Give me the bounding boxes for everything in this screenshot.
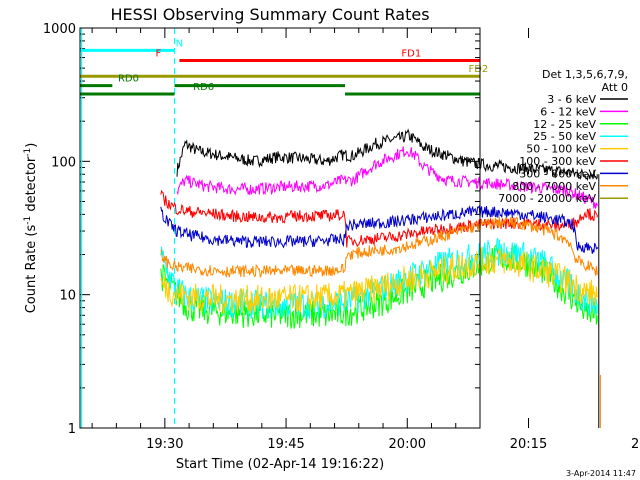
legend-label: 3 - 6 keV	[547, 93, 596, 106]
series-line	[160, 216, 598, 279]
x-tick-label: 20:00	[389, 437, 426, 452]
y-tick-label: 1000	[43, 22, 76, 37]
x-tick-label: 20:30	[631, 437, 640, 452]
series-line	[160, 247, 598, 315]
series-line	[160, 237, 598, 319]
timestamp-stamp: 3-Apr-2014 11:47	[566, 469, 636, 478]
series-line	[176, 128, 598, 181]
legend-title-line1: Det 1,3,5,6,7,9,	[542, 68, 628, 81]
x-tick-label: 20:15	[510, 437, 547, 452]
y-tick-label: 10	[59, 289, 76, 304]
y-axis-label: Count Rate (s-1 detector-1)	[23, 143, 39, 314]
y-tick-label: 100	[51, 155, 76, 170]
segment-label-rd0: RD0	[118, 74, 139, 85]
segment-label-fd1: FD1	[401, 49, 421, 60]
x-axis-label: Start Time (02-Apr-14 19:16:22)	[176, 457, 384, 472]
legend-label: 6 - 12 keV	[540, 105, 596, 118]
series-line	[176, 146, 598, 209]
chart-title: HESSI Observing Summary Count Rates	[110, 5, 429, 24]
legend-label: 7000 - 20000 keV	[498, 192, 596, 205]
legend-label: 300 - 800 keV	[519, 167, 596, 180]
segment-label-f: F	[156, 49, 162, 60]
plot-frame	[79, 27, 481, 429]
legend-title-line2: Att 0	[602, 81, 628, 94]
legend-label: 100 - 300 keV	[519, 155, 596, 168]
x-tick-label: 19:30	[146, 437, 183, 452]
segment-label-rd6: RD6	[193, 82, 214, 93]
y-tick-label: 1	[68, 422, 76, 437]
legend-label: 12 - 25 keV	[533, 118, 596, 131]
segment-label-n: N	[176, 38, 183, 49]
series-line	[160, 204, 598, 254]
legend-label: 25 - 50 keV	[533, 130, 596, 143]
segment-label-fd2: FD2	[468, 64, 488, 75]
legend-label: 800 - 7000 keV	[512, 180, 596, 193]
legend-label: 50 - 100 keV	[526, 143, 596, 156]
x-tick-label: 19:45	[267, 437, 304, 452]
